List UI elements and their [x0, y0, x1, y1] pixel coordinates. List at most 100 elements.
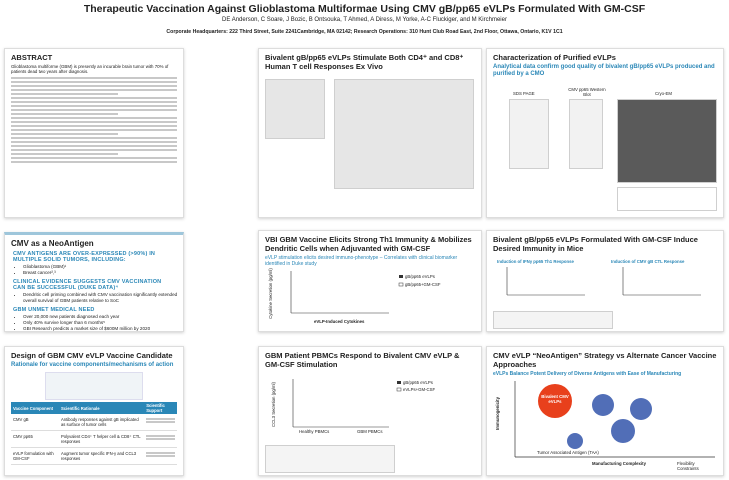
text-line [11, 100, 177, 103]
panel-label: Cryo-EM [655, 91, 672, 96]
abstract-lines [5, 76, 183, 163]
text-line [11, 152, 118, 155]
legend-label: gB/pp65 eVLPs [405, 274, 435, 279]
panel-label: SDS PAGE [513, 91, 535, 96]
charact-panel: Characterization of Purified eVLPs Analy… [486, 48, 724, 218]
bubble-label: Tumor Associated Antigen (TAA) [537, 450, 599, 455]
panel-label: Induction of IFNγ pp65 Th1 Response [497, 259, 574, 264]
text-line [11, 108, 177, 111]
td: eVLP formulation with GM-CSF [11, 447, 59, 465]
bubble [592, 394, 614, 416]
text-line [11, 160, 177, 163]
td: Polyvalent CD4⁺ T helper cell & CD8⁺ CTL… [58, 430, 145, 448]
legend-label: eVLPs+GM-CSF [403, 387, 436, 392]
panel-label: CMV pp65 Western Blot [568, 87, 606, 97]
design-table: Vaccine Component Scientific Rationale Sci… [11, 402, 177, 465]
legend-swatch [397, 381, 401, 384]
x-tick-label: Healthy PBMCs [299, 429, 330, 434]
text-line [11, 124, 177, 127]
cmv-heading: CMV ANTIGENS ARE OVER-EXPRESSED (>90%) I… [13, 251, 156, 263]
text-line [11, 136, 177, 139]
bubble-diagram [514, 381, 715, 458]
legend-label: gB/pp65+GM-CSF [405, 282, 441, 287]
text-line [11, 112, 118, 115]
bubble [611, 419, 635, 443]
caption-box [493, 311, 613, 329]
text-line [11, 88, 177, 91]
bullet: GBI Research predicts a market size of $… [23, 326, 183, 331]
bubble [538, 384, 572, 418]
td: Augment tumor specific IFN-γ and CCL3 re… [58, 447, 145, 465]
th: Vaccine Component [11, 402, 59, 414]
bullet: Breast cancer²,³ [23, 270, 183, 276]
td [144, 447, 177, 465]
tcell-title: Bivalent gB/pp65 eVLPs Stimulate Both CD… [265, 53, 464, 71]
text-line [11, 140, 177, 143]
cmv-panel: CMV as a NeoAntigen CMV ANTIGENS ARE OVE… [4, 232, 184, 332]
text-line [11, 144, 177, 147]
caption-box [265, 445, 395, 473]
abstract-text: Glioblastoma multiforme (GBM) is present… [11, 64, 169, 75]
text-line [11, 156, 177, 159]
text-line [11, 84, 177, 87]
list: Over 20,000 new patients diagnosed each … [5, 314, 183, 331]
td: CMV pp65 [11, 430, 59, 448]
strategy-subtitle: eVLPs Balance Potent Delivery of Diverse… [493, 371, 682, 377]
design-title: Design of GBM CMV eVLP Vaccine Candidate [11, 351, 173, 360]
axis-note: Flexibility Constraints [677, 461, 699, 471]
y-label: CCL3 Secretion (pg/ml) [270, 382, 276, 427]
charact-subtitle: Analytical data confirm good quality of … [493, 64, 715, 77]
text-line [11, 92, 118, 95]
affiliation: Corporate Headquarters: 222 Third Street… [166, 29, 563, 35]
legend-swatch [399, 275, 403, 278]
title: Therapeutic Vaccination Against Glioblas… [83, 3, 646, 15]
legend-label: gB/pp65 eVLPs [403, 380, 433, 385]
bubble-label: Bivalent CMV eVLPs [541, 394, 569, 404]
x-label: Manufacturing Complexity [592, 461, 646, 466]
bullet: Glioblastoma (GBM)¹ [23, 264, 183, 270]
th1-panel: VBI GBM Vaccine Elicits Strong Th1 Immun… [258, 230, 482, 332]
text-line [11, 120, 177, 123]
text-line [11, 96, 177, 99]
cryo-image [617, 99, 717, 183]
abstract-panel: ABSTRACT Glioblastoma multiforme (GBM) i… [4, 48, 184, 218]
chart-frame [292, 379, 402, 428]
td [144, 430, 177, 448]
th1-subtitle: eVLP stimulation elicits desired immuno-… [265, 255, 458, 267]
y-label: Cytokine Secretion (pg/ml) [267, 268, 273, 319]
authors: DE Anderson, C Soare, J Bozic, B Ontsouk… [222, 17, 507, 23]
list: Dendritic cell priming combined with CMV… [5, 292, 183, 304]
mice-title: Bivalent gB/pp65 eVLPs Formulated With G… [493, 235, 698, 253]
x-tick-label: GBM PBMCs [357, 429, 383, 434]
caption-box [617, 187, 717, 211]
th: Scientific Support [144, 402, 177, 414]
bullet: Only 40% survive longer than 6 months⁵ [23, 320, 183, 326]
bullet: Dendritic cell priming combined with CMV… [23, 292, 183, 304]
text-line [11, 132, 118, 135]
diagram [45, 372, 143, 400]
charact-title: Characterization of Purified eVLPs [493, 53, 616, 62]
chart-frame [506, 267, 701, 296]
td: Antibody responses against gB implicated… [58, 414, 145, 431]
strategy-title: CMV eVLP “NeoAntigen” Strategy vs Altern… [493, 351, 717, 369]
cmv-heading: GBM UNMET MEDICAL NEED [13, 307, 95, 313]
chart-frame [290, 271, 404, 314]
x-label: eVLP-Induced Cytokines [314, 319, 365, 324]
text-line [11, 80, 177, 83]
figure [265, 79, 325, 139]
list: Glioblastoma (GBM)¹Breast cancer²,³ [5, 264, 183, 276]
pbmc-title: GBM Patient PBMCs Respond to Bivalent CM… [265, 351, 460, 369]
th1-title: VBI GBM Vaccine Elicits Strong Th1 Immun… [265, 235, 472, 253]
bullet: Over 20,000 new patients diagnosed each … [23, 314, 183, 320]
blot-image [569, 99, 603, 169]
td: CMV gB [11, 414, 59, 431]
bubble [567, 433, 583, 449]
th: Scientific Rationale [58, 402, 145, 414]
text-line [11, 116, 177, 119]
strategy-panel: CMV eVLP “NeoAntigen” Strategy vs Altern… [486, 346, 724, 476]
text-line [11, 148, 177, 151]
legend-swatch [398, 282, 404, 287]
panel-label: Induction of CMV gB CTL Response [611, 259, 685, 264]
cmv-title: CMV as a NeoAntigen [11, 239, 94, 248]
